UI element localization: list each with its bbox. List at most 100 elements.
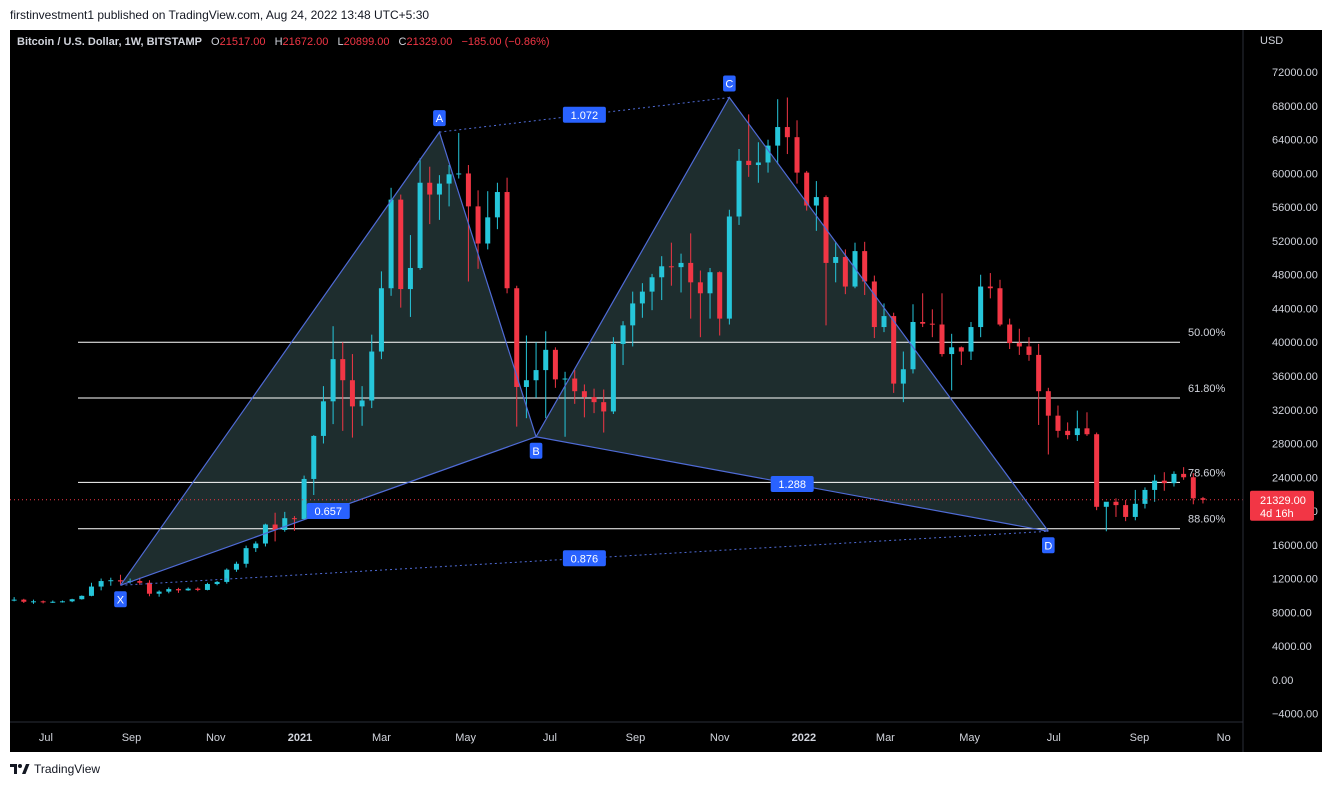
- x-tick-label-10: Mar: [876, 732, 895, 744]
- time-axis[interactable]: Jul Sep Nov 2021 Mar May Jul Sep Nov 2022 Mar May Ju…: [39, 732, 1231, 744]
- candle-body-10: [108, 580, 114, 582]
- candle-body-92: [900, 369, 906, 384]
- y-tick-label-12: 24000.00: [1272, 472, 1318, 484]
- candle-body-14: [146, 582, 152, 594]
- y-tick-label-14: 16000.00: [1272, 540, 1318, 552]
- candle-body-15: [156, 591, 162, 594]
- candle-body-88: [862, 251, 868, 282]
- ratio-label-0-876: 0.876: [571, 553, 599, 565]
- candle-body-76: [746, 160, 752, 166]
- point-label-c: C: [725, 79, 733, 91]
- harmonic-labels: 1.072 0.657 1.288 0.876 X A B C D: [114, 75, 1055, 608]
- candle-body-75: [736, 160, 742, 217]
- candle-body-86: [842, 257, 848, 287]
- candle-body-105: [1026, 346, 1032, 355]
- candle-body-113: [1103, 501, 1109, 507]
- candle-body-99: [968, 327, 974, 352]
- x-tick-label-2: Nov: [206, 732, 226, 744]
- candle-body-74: [726, 216, 732, 319]
- x-tick-label-13: Sep: [1130, 732, 1150, 744]
- candle-body-57: [562, 378, 568, 380]
- candle-body-115: [1123, 505, 1129, 517]
- candle-body-2: [30, 601, 36, 603]
- x-tick-label-14: No: [1217, 732, 1231, 744]
- candle-body-45: [446, 174, 452, 184]
- candle-body-9: [98, 581, 104, 587]
- candle-body-34: [340, 359, 346, 381]
- ratio-label-0-657-bg: [306, 503, 350, 520]
- candle-body-107: [1045, 391, 1051, 416]
- candle-body-48: [475, 206, 481, 244]
- candle-body-40: [398, 199, 404, 290]
- tradingview-logo-text: TradingView: [34, 762, 101, 776]
- candle-body-69: [678, 262, 684, 268]
- point-label-b-bg: [529, 442, 543, 459]
- candle-body-70: [688, 262, 694, 283]
- point-label-x: X: [117, 594, 125, 606]
- candle-body-108: [1055, 415, 1061, 431]
- candle-body-118: [1152, 480, 1158, 490]
- candle-body-85: [833, 257, 839, 263]
- candle-body-4: [50, 601, 56, 603]
- price-tag-value: 21329.00: [1260, 495, 1306, 507]
- candle-body-11: [117, 580, 123, 582]
- candle-body-54: [533, 370, 539, 381]
- candle-body-93: [910, 321, 916, 370]
- x-tick-label-8: Nov: [710, 732, 730, 744]
- legend-h-label: H: [275, 36, 283, 48]
- candle-body-37: [369, 351, 375, 401]
- fib-label-3: 88.60%: [1188, 514, 1226, 526]
- candle-body-78: [765, 145, 771, 163]
- candlestick-chart[interactable]: 50.00% 61.80% 78.60% 88.60% 1.072 0.657 1.288…: [10, 30, 1322, 752]
- y-tick-label-8: 40000.00: [1272, 337, 1318, 349]
- candle-body-43: [427, 182, 433, 195]
- candle-body-123: [1200, 498, 1206, 500]
- candle-body-53: [523, 380, 529, 387]
- candle-body-89: [871, 281, 877, 328]
- x-tick-label-0: Jul: [39, 732, 53, 744]
- legend-h-value: 21672.00: [283, 36, 329, 48]
- candle-body-98: [958, 347, 964, 352]
- candle-body-101: [987, 286, 993, 289]
- candle-body-0: [11, 599, 17, 601]
- candle-body-83: [813, 197, 819, 206]
- y-tick-label-10: 32000.00: [1272, 405, 1318, 417]
- y-tick-label-18: 0.00: [1272, 675, 1293, 687]
- candle-body-109: [1065, 430, 1071, 436]
- candle-body-56: [552, 349, 558, 380]
- y-tick-label-15: 12000.00: [1272, 574, 1318, 586]
- y-tick-label-6: 48000.00: [1272, 270, 1318, 282]
- candle-body-96: [939, 324, 945, 355]
- tradingview-logo[interactable]: TradingView: [10, 762, 100, 776]
- ratio-label-0-657: 0.657: [314, 506, 342, 518]
- x-tick-label-12: Jul: [1047, 732, 1061, 744]
- point-label-a: A: [436, 113, 444, 125]
- y-tick-label-1: 68000.00: [1272, 101, 1318, 113]
- candle-body-33: [330, 359, 336, 402]
- candle-body-116: [1132, 503, 1138, 517]
- point-label-b: B: [532, 446, 539, 458]
- ratio-label-1-072: 1.072: [571, 110, 599, 122]
- candle-body-52: [514, 288, 520, 387]
- y-tick-label-11: 28000.00: [1272, 439, 1318, 451]
- candle-body-25: [253, 543, 259, 549]
- candle-body-68: [668, 266, 674, 268]
- candle-body-7: [79, 595, 85, 600]
- candle-body-91: [891, 316, 897, 384]
- candle-body-103: [1007, 324, 1013, 344]
- candle-body-64: [630, 303, 636, 326]
- y-tick-label-16: 8000.00: [1272, 607, 1312, 619]
- pattern-fill-xab: [120, 132, 537, 586]
- candle-body-21: [214, 581, 220, 585]
- candle-body-66: [649, 277, 655, 292]
- fib-levels: 50.00% 61.80% 78.60% 88.60%: [78, 327, 1226, 530]
- candle-body-121: [1181, 473, 1187, 478]
- legend-c-label: C: [399, 36, 407, 48]
- chart-area[interactable]: 50.00% 61.80% 78.60% 88.60% 1.072 0.657 1.288…: [10, 30, 1322, 752]
- candle-body-8: [88, 586, 94, 596]
- candle-body-19: [195, 588, 201, 590]
- publisher-bar: firstinvestment1 published on TradingVie…: [0, 0, 1331, 30]
- x-tick-label-5: May: [455, 732, 476, 744]
- harmonic-pattern-fill: [120, 97, 1049, 586]
